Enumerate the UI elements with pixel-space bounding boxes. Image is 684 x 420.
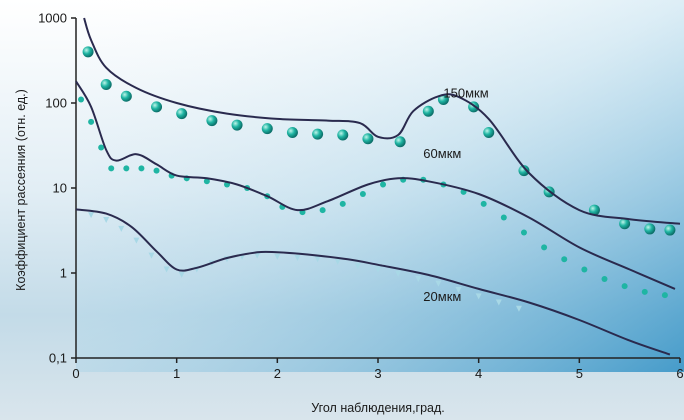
data-point: [123, 165, 130, 172]
data-point: [178, 271, 185, 278]
series-label: 60мкм: [423, 146, 461, 161]
series-label: 150мкм: [443, 85, 488, 100]
data-point: [422, 105, 434, 117]
x-tick-label: 5: [576, 366, 583, 381]
y-tick-label: 10: [53, 181, 67, 196]
series-line: [75, 80, 676, 290]
data-point: [176, 108, 188, 120]
data-point: [82, 46, 94, 58]
data-point: [661, 292, 668, 299]
y-axis-label: Коэффициент рассеяния (отн. ед.): [14, 89, 28, 291]
data-point: [520, 229, 527, 236]
data-point: [151, 101, 163, 113]
data-point: [541, 244, 548, 251]
data-point: [362, 133, 374, 145]
data-point: [314, 256, 321, 263]
x-tick-label: 0: [72, 366, 79, 381]
x-ticks: 0 1 2 3 4 5 6: [72, 358, 684, 381]
data-point: [435, 280, 442, 287]
data-point: [231, 119, 243, 131]
data-point: [153, 167, 160, 174]
series-group: 60мкм: [75, 80, 676, 299]
data-point: [334, 258, 341, 265]
y-tick-label: 1: [60, 266, 67, 281]
data-point: [588, 204, 600, 216]
series-group: 150мкм: [82, 17, 681, 236]
data-point: [359, 190, 366, 197]
data-point: [78, 96, 85, 103]
data-point: [98, 144, 105, 151]
data-point: [641, 288, 648, 295]
data-point: [203, 178, 210, 185]
data-point: [354, 263, 361, 270]
data-point: [138, 165, 145, 172]
data-point: [294, 255, 301, 262]
data-point: [664, 224, 676, 236]
series-line: [75, 208, 671, 356]
data-point: [518, 165, 530, 177]
data-point: [274, 253, 281, 260]
data-point: [500, 214, 507, 221]
series-label: 20мкм: [423, 289, 461, 304]
series-line: [83, 17, 681, 225]
y-tick-label: 1000: [38, 11, 67, 26]
data-point: [339, 200, 346, 207]
data-point: [103, 217, 110, 224]
data-point: [88, 212, 95, 219]
data-point: [395, 270, 402, 277]
data-point: [148, 252, 155, 259]
x-tick-label: 2: [274, 366, 281, 381]
data-point: [254, 252, 261, 259]
y-ticks: 0,1 1 10 100 1000: [38, 11, 76, 366]
data-point: [561, 256, 568, 263]
y-tick-label: 100: [45, 96, 67, 111]
data-point: [483, 126, 495, 138]
x-tick-label: 4: [475, 366, 482, 381]
data-point: [480, 200, 487, 207]
data-point: [312, 128, 324, 140]
x-tick-label: 3: [374, 366, 381, 381]
data-point: [375, 266, 381, 273]
data-point: [644, 223, 656, 235]
plot-background: [76, 0, 684, 372]
data-point: [475, 293, 482, 300]
series-group: 20мкм: [75, 208, 671, 356]
x-tick-label: 6: [676, 366, 683, 381]
data-point: [88, 118, 95, 125]
data-point: [581, 266, 588, 273]
series-layer: 150мкм 60мкм 20мкм: [75, 17, 681, 356]
data-point: [621, 283, 628, 290]
data-point: [415, 275, 422, 282]
data-point: [120, 90, 132, 102]
data-point: [261, 123, 273, 135]
data-point: [601, 275, 608, 282]
data-point: [455, 287, 462, 294]
data-point: [108, 165, 115, 172]
data-point: [515, 305, 522, 312]
data-point: [394, 136, 406, 148]
x-tick-label: 1: [173, 366, 180, 381]
data-point: [100, 79, 112, 91]
data-point: [118, 225, 125, 232]
data-point: [133, 237, 140, 244]
data-point: [495, 299, 502, 306]
axes: 0,1 1 10 100 1000 0 1 2 3 4 5 6: [38, 11, 684, 382]
data-point: [337, 129, 349, 141]
data-point: [319, 207, 326, 214]
data-point: [380, 181, 387, 188]
x-axis-label: Угол наблюдения,град.: [311, 401, 445, 415]
data-point: [437, 93, 449, 105]
data-point: [286, 126, 298, 138]
data-point: [619, 218, 631, 230]
data-point: [163, 266, 170, 273]
data-point: [206, 115, 218, 127]
y-tick-label: 0,1: [49, 351, 67, 366]
